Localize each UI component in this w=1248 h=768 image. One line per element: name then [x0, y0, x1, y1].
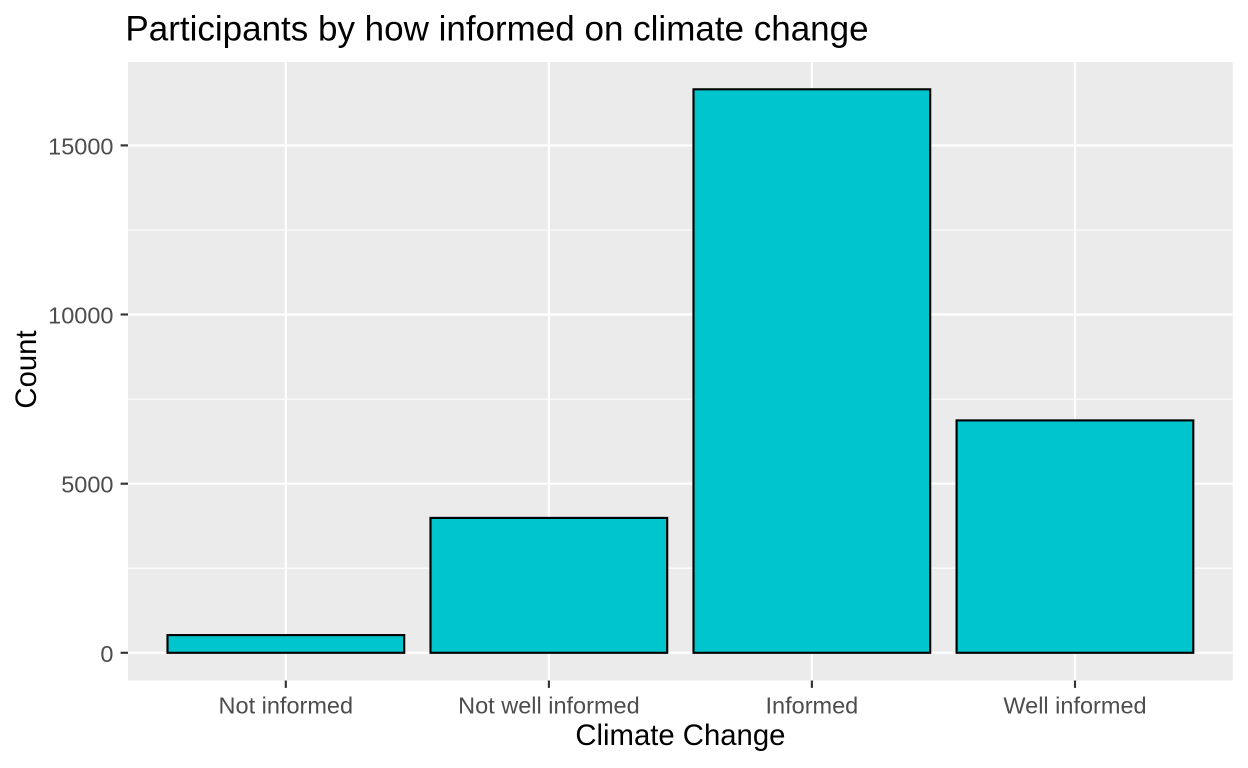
- svg-text:Climate Change: Climate Change: [575, 719, 785, 752]
- svg-text:0: 0: [100, 641, 113, 667]
- svg-text:Not well informed: Not well informed: [458, 692, 640, 718]
- svg-text:Well informed: Well informed: [1003, 692, 1146, 718]
- svg-text:10000: 10000: [48, 303, 113, 329]
- svg-text:5000: 5000: [61, 472, 113, 498]
- svg-text:15000: 15000: [48, 133, 113, 159]
- svg-text:Not informed: Not informed: [219, 692, 354, 718]
- svg-text:Informed: Informed: [766, 692, 859, 718]
- svg-text:Count: Count: [10, 330, 43, 408]
- svg-text:Participants by how informed o: Participants by how informed on climate …: [125, 9, 868, 48]
